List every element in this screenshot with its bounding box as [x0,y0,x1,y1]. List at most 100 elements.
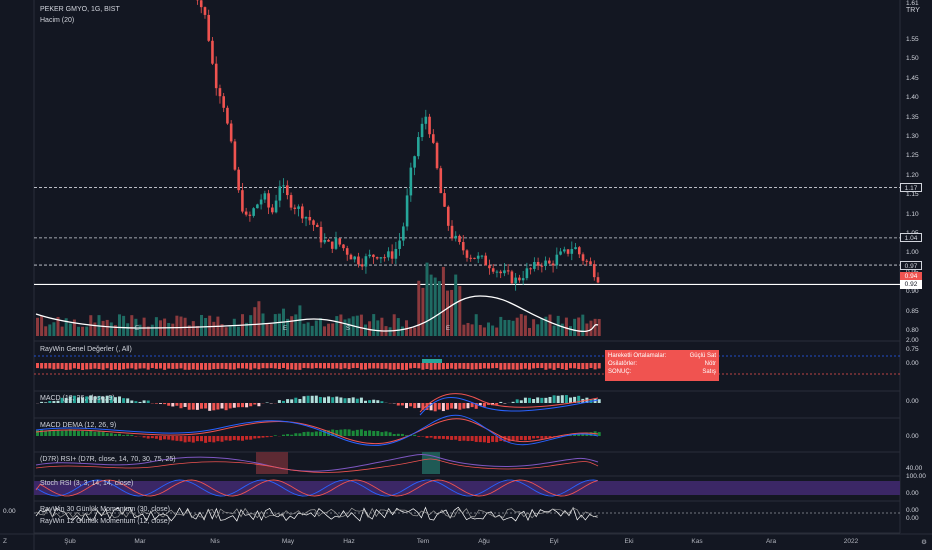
price-level-tag[interactable]: 0.94 [900,272,922,282]
candle-body [312,220,315,225]
price-level-tag[interactable]: 1.17 [900,182,922,192]
volume-bar [437,281,441,336]
macd-histogram-bar [515,399,519,403]
macd-histogram-bar [425,403,429,410]
raywin-bar [585,363,589,370]
macd-dema-bar [183,436,187,443]
candle-body [574,247,577,250]
macd-dema-bar [142,436,146,438]
settings-gear-icon[interactable]: ⚙ [921,539,927,546]
macd-histogram-bar [228,403,232,409]
volume-bar [81,326,85,336]
candle-body [259,199,263,205]
raywin-bar [290,363,294,370]
stoch-rsi-indicator-label[interactable]: Stoch RSI (3, 3, 14, 14, close) [40,480,134,487]
raywin-bar [236,363,240,369]
macd-dema-bar [89,430,93,436]
macd-histogram-bar [253,403,257,405]
macd-histogram-bar [277,400,281,403]
momentum12-indicator-label[interactable]: RayWin 12 Günlük Momentum (12, close) [40,518,170,525]
macd-dema-bar [302,432,306,436]
macd-dema-bar [548,436,552,438]
raywin-bar [343,363,347,369]
price-level-tag[interactable]: 0.92 [900,279,922,289]
volume-bar [564,317,568,336]
macd-dema-indicator-label[interactable]: MACD DEMA (12, 26, 9) [40,422,117,429]
macd-histogram-bar [306,395,310,403]
volume-bar [253,307,257,336]
raywin-bar [97,363,101,369]
split-marker[interactable]: S [346,326,351,332]
volume-bar [355,315,359,336]
raywin-indicator-label[interactable]: RayWin Genel Değerler (, All) [40,346,132,353]
candle-body [349,254,353,260]
earnings-marker[interactable]: E [446,326,451,332]
timezone-icon[interactable]: Z [3,538,7,545]
candle-body [443,193,446,207]
macd-dema-bar [318,431,322,436]
volume-bar [273,314,277,336]
macd-histogram-bar [433,403,437,412]
macd-histogram-bar [204,403,208,409]
macd-dema-bar [118,433,121,436]
momentum30-indicator-label[interactable]: RayWin 30 Günlük Momentum (30, close) [40,506,170,513]
price-level-tag[interactable]: 0.97 [900,260,922,270]
price-level-tag[interactable]: 1.04 [900,233,922,243]
raywin-bar [191,363,195,370]
raywin-bar [540,363,544,369]
macd-indicator-label[interactable]: MACD (12, 26, close, 9) [40,395,115,402]
raywin-bar [171,363,175,369]
volume-bar [421,287,425,336]
raywin-bar [212,363,216,370]
volume-bar [261,313,265,336]
macd-histogram-bar [347,398,351,403]
macd-dema-bar [113,434,117,436]
macd-histogram-bar [167,403,171,406]
candle-body [342,244,345,249]
macd-histogram-bar [97,395,101,403]
volume-bar [478,324,482,336]
raywin-bar [44,363,48,369]
volume-bar [48,324,52,336]
raywin-bar [372,363,376,369]
candle-body [503,270,506,274]
macd-histogram-bar [138,401,142,403]
macd-dema-bar [495,436,499,443]
raywin-bar [433,363,437,370]
macd-dema-bar [257,436,261,439]
macd-histogram-bar [335,396,339,403]
candle-body [289,195,293,208]
candle-body [450,225,454,239]
macd-histogram-bar [343,398,347,403]
volume-bar [569,326,572,336]
raywin-bar [93,363,97,369]
volume-bar [474,314,478,336]
earnings-marker[interactable]: E [283,326,288,332]
rsi-indicator-label[interactable]: (D7R) RSI+ (D7R, close, 14, 70, 30, 75, … [40,456,176,463]
price-axis-label: 1.25 [906,152,919,160]
macd-dema-bar [380,432,384,436]
macd-histogram-bar [52,401,56,403]
macd-histogram-bar [286,399,290,403]
macd-dema-bar [511,436,515,441]
macd-dema-bar [376,430,380,436]
candle-body [581,254,585,261]
macd-histogram-bar [429,403,433,411]
macd-histogram-bar [400,403,404,406]
volume-bar [507,319,511,336]
candle-body [458,235,461,243]
macd-histogram-bar [314,395,318,403]
symbol-title[interactable]: PEKER GMYO, 1G, BIST [40,6,120,13]
volume-bar [323,326,326,336]
candle-body [390,251,394,259]
raywin-bar [359,363,363,370]
earnings-marker[interactable]: E [135,326,140,332]
raywin-bar [269,363,273,369]
tooltip-row-oscillators: Osilatörler: Nötr [608,360,716,368]
volume-bar [331,323,335,336]
volume-bar [138,324,142,336]
candle-body [327,240,330,242]
raywin-bar [138,363,142,369]
macd-dema-bar [68,429,72,436]
